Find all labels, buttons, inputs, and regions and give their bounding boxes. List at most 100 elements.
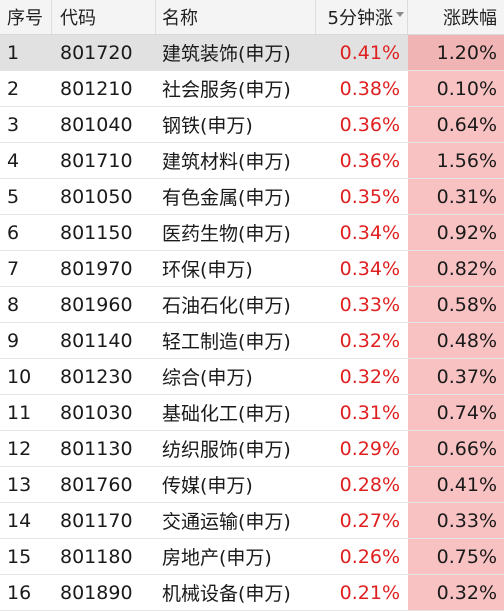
table-row[interactable]: 15 801180 房地产(申万) 0.26% 0.75% bbox=[0, 539, 504, 575]
column-header-five-min-change[interactable]: 5分钟涨 bbox=[316, 0, 408, 34]
change-pct-cell: 1.20% bbox=[408, 35, 504, 70]
row-index-cell: 2 bbox=[7, 77, 20, 100]
change-pct-cell: 0.10% bbox=[408, 71, 504, 106]
sector-code-cell: 801760 bbox=[60, 473, 133, 496]
table-row[interactable]: 8 801960 石油石化(申万) 0.33% 0.58% bbox=[0, 287, 504, 323]
table-row[interactable]: 13 801760 传媒(申万) 0.28% 0.41% bbox=[0, 467, 504, 503]
sector-code-cell: 801030 bbox=[60, 401, 133, 424]
change-pct-cell: 0.66% bbox=[408, 431, 504, 466]
row-index-cell: 11 bbox=[7, 401, 32, 424]
table-row[interactable]: 4 801710 建筑材料(申万) 0.36% 1.56% bbox=[0, 143, 504, 179]
sector-code-cell: 801710 bbox=[60, 149, 133, 172]
five-min-change-cell: 0.31% bbox=[339, 401, 400, 424]
sector-name-cell: 钢铁(申万) bbox=[162, 115, 253, 137]
five-min-change-cell: 0.27% bbox=[339, 509, 400, 532]
sector-name-cell: 建筑材料(申万) bbox=[162, 151, 291, 173]
sector-name-cell: 机械设备(申万) bbox=[162, 583, 291, 605]
row-index-cell: 1 bbox=[7, 41, 20, 64]
row-index-cell: 13 bbox=[7, 473, 32, 496]
five-min-change-cell: 0.33% bbox=[339, 293, 400, 316]
row-index-cell: 14 bbox=[7, 509, 32, 532]
row-index-cell: 5 bbox=[7, 185, 20, 208]
five-min-change-cell: 0.36% bbox=[339, 149, 400, 172]
sector-name-cell: 环保(申万) bbox=[162, 259, 253, 281]
change-pct-cell: 0.31% bbox=[408, 179, 504, 214]
table-row[interactable]: 6 801150 医药生物(申万) 0.34% 0.92% bbox=[0, 215, 504, 251]
table-row[interactable]: 5 801050 有色金属(申万) 0.35% 0.31% bbox=[0, 179, 504, 215]
table-row[interactable]: 12 801130 纺织服饰(申万) 0.29% 0.66% bbox=[0, 431, 504, 467]
table-row[interactable]: 9 801140 轻工制造(申万) 0.32% 0.48% bbox=[0, 323, 504, 359]
five-min-change-cell: 0.32% bbox=[339, 329, 400, 352]
table-row[interactable]: 10 801230 综合(申万) 0.32% 0.37% bbox=[0, 359, 504, 395]
column-header-five-min-label: 5分钟涨 bbox=[327, 8, 393, 29]
sector-code-cell: 801050 bbox=[60, 185, 133, 208]
sector-code-cell: 801960 bbox=[60, 293, 133, 316]
row-index-cell: 15 bbox=[7, 545, 32, 568]
table-row[interactable]: 3 801040 钢铁(申万) 0.36% 0.64% bbox=[0, 107, 504, 143]
sector-name-cell: 建筑装饰(申万) bbox=[162, 43, 291, 65]
five-min-change-cell: 0.36% bbox=[339, 113, 400, 136]
five-min-change-cell: 0.26% bbox=[339, 545, 400, 568]
row-index-cell: 9 bbox=[7, 329, 20, 352]
sector-code-cell: 801890 bbox=[60, 581, 133, 604]
five-min-change-cell: 0.21% bbox=[339, 581, 400, 604]
sector-code-cell: 801970 bbox=[60, 257, 133, 280]
sector-name-cell: 传媒(申万) bbox=[162, 475, 253, 497]
sector-name-cell: 综合(申万) bbox=[162, 367, 253, 389]
row-index-cell: 8 bbox=[7, 293, 20, 316]
column-header-index[interactable]: 序号 bbox=[0, 0, 52, 34]
table-row[interactable]: 2 801210 社会服务(申万) 0.38% 0.10% bbox=[0, 71, 504, 107]
row-index-cell: 3 bbox=[7, 113, 20, 136]
table-row[interactable]: 14 801170 交通运输(申万) 0.27% 0.33% bbox=[0, 503, 504, 539]
table-row[interactable]: 7 801970 环保(申万) 0.34% 0.82% bbox=[0, 251, 504, 287]
sector-name-cell: 医药生物(申万) bbox=[162, 223, 291, 245]
sector-code-cell: 801210 bbox=[60, 77, 133, 100]
change-pct-cell: 0.33% bbox=[408, 503, 504, 538]
change-pct-cell: 0.41% bbox=[408, 467, 504, 502]
change-pct-cell: 0.92% bbox=[408, 215, 504, 250]
sector-code-cell: 801130 bbox=[60, 437, 133, 460]
row-index-cell: 16 bbox=[7, 581, 32, 604]
row-index-cell: 7 bbox=[7, 257, 20, 280]
change-pct-cell: 0.82% bbox=[408, 251, 504, 286]
table-row[interactable]: 16 801890 机械设备(申万) 0.21% 0.32% bbox=[0, 575, 504, 611]
table-row[interactable]: 11 801030 基础化工(申万) 0.31% 0.74% bbox=[0, 395, 504, 431]
row-index-cell: 6 bbox=[7, 221, 20, 244]
sector-name-cell: 基础化工(申万) bbox=[162, 403, 291, 425]
sector-name-cell: 社会服务(申万) bbox=[162, 79, 291, 101]
change-pct-cell: 0.32% bbox=[408, 575, 504, 610]
five-min-change-cell: 0.34% bbox=[339, 221, 400, 244]
sort-descending-icon bbox=[396, 12, 404, 17]
change-pct-cell: 0.74% bbox=[408, 395, 504, 430]
sector-code-cell: 801180 bbox=[60, 545, 133, 568]
sector-code-cell: 801140 bbox=[60, 329, 133, 352]
column-header-code[interactable]: 代码 bbox=[52, 0, 156, 34]
sector-name-cell: 石油石化(申万) bbox=[162, 295, 291, 317]
table-header: 序号 代码 名称 5分钟涨 涨跌幅 bbox=[0, 0, 504, 35]
change-pct-cell: 0.75% bbox=[408, 539, 504, 574]
sector-code-cell: 801170 bbox=[60, 509, 133, 532]
five-min-change-cell: 0.35% bbox=[339, 185, 400, 208]
sector-code-cell: 801230 bbox=[60, 365, 133, 388]
sector-name-cell: 房地产(申万) bbox=[162, 547, 272, 569]
five-min-change-cell: 0.28% bbox=[339, 473, 400, 496]
sector-code-cell: 801150 bbox=[60, 221, 133, 244]
row-index-cell: 4 bbox=[7, 149, 20, 172]
five-min-change-cell: 0.29% bbox=[339, 437, 400, 460]
change-pct-cell: 0.58% bbox=[408, 287, 504, 322]
change-pct-cell: 0.48% bbox=[408, 323, 504, 358]
column-header-name[interactable]: 名称 bbox=[156, 0, 316, 34]
sector-code-cell: 801720 bbox=[60, 41, 133, 64]
column-header-change-pct[interactable]: 涨跌幅 bbox=[443, 8, 497, 29]
row-index-cell: 10 bbox=[7, 365, 32, 388]
sector-code-cell: 801040 bbox=[60, 113, 133, 136]
five-min-change-cell: 0.34% bbox=[339, 257, 400, 280]
sector-name-cell: 交通运输(申万) bbox=[162, 511, 291, 533]
change-pct-cell: 0.64% bbox=[408, 107, 504, 142]
row-index-cell: 12 bbox=[7, 437, 32, 460]
sector-name-cell: 有色金属(申万) bbox=[162, 187, 291, 209]
table-row[interactable]: 1 801720 建筑装饰(申万) 0.41% 1.20% bbox=[0, 35, 504, 71]
five-min-change-cell: 0.32% bbox=[339, 365, 400, 388]
change-pct-cell: 0.37% bbox=[408, 359, 504, 394]
